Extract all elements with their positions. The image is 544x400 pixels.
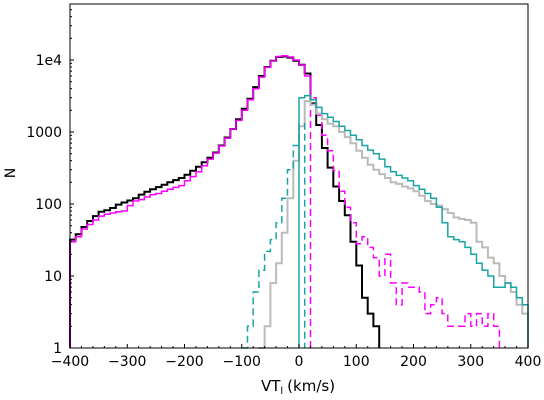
series-1-step-line <box>69 55 381 348</box>
series-6-step-line <box>298 94 529 348</box>
x-tick-label: 300 <box>457 354 484 370</box>
x-axis-label-main: VT <box>261 377 281 395</box>
x-tick-label: 400 <box>515 354 542 370</box>
x-axis-label-unit: (km/s) <box>287 377 335 395</box>
series-5-step-line <box>241 123 306 349</box>
y-tick-label: 100 <box>35 197 62 213</box>
x-tick-label: −200 <box>165 354 203 370</box>
x-tick-label: 100 <box>343 354 370 370</box>
y-axis-label: N <box>3 168 19 178</box>
x-tick-label: 0 <box>295 354 304 370</box>
x-axis-label-subscript: l <box>280 386 283 397</box>
x-axis-label: VTl (km/s) <box>261 377 335 397</box>
x-tick-label: −300 <box>108 354 146 370</box>
axis-ticks: −400 −300 −200 −100 0 100 200 300 400 1 10 100 1000 1… <box>26 3 542 370</box>
y-tick-label: 10 <box>44 269 62 285</box>
x-tick-label: −100 <box>223 354 261 370</box>
x-tick-label: 200 <box>400 354 427 370</box>
y-tick-label: 1 <box>53 341 62 357</box>
histogram-series <box>69 54 529 349</box>
series-3-step-line <box>309 96 501 348</box>
y-tick-label: 1e4 <box>36 53 63 69</box>
y-tick-label: 1000 <box>26 125 62 141</box>
series-4-step-line <box>258 100 529 349</box>
series-2-step-line <box>69 54 312 348</box>
x-tick-label: −400 <box>51 354 89 370</box>
